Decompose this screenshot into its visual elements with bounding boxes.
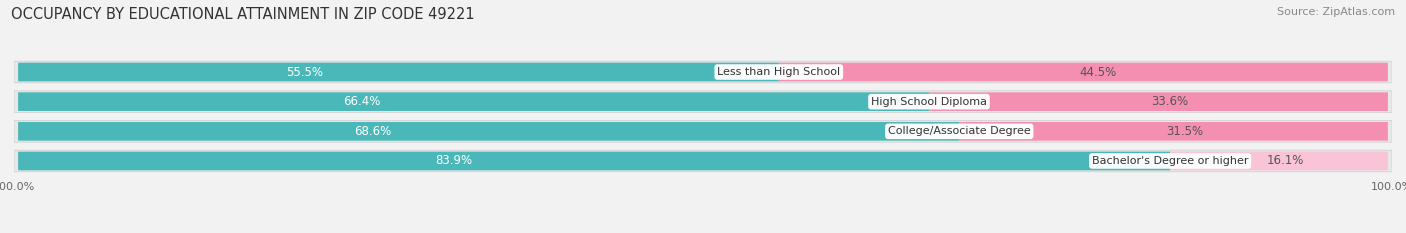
FancyBboxPatch shape	[18, 63, 779, 81]
Text: College/Associate Degree: College/Associate Degree	[889, 126, 1031, 136]
Text: Bachelor's Degree or higher: Bachelor's Degree or higher	[1092, 156, 1249, 166]
FancyBboxPatch shape	[14, 120, 1392, 142]
FancyBboxPatch shape	[779, 63, 1388, 81]
FancyBboxPatch shape	[1170, 152, 1388, 170]
Text: 100.0%: 100.0%	[1371, 182, 1406, 192]
FancyBboxPatch shape	[14, 61, 1392, 83]
FancyBboxPatch shape	[18, 152, 1170, 170]
Text: 55.5%: 55.5%	[287, 65, 323, 79]
FancyBboxPatch shape	[959, 122, 1388, 141]
FancyBboxPatch shape	[18, 122, 959, 141]
FancyBboxPatch shape	[14, 150, 1392, 172]
Text: 44.5%: 44.5%	[1078, 65, 1116, 79]
FancyBboxPatch shape	[18, 92, 929, 111]
Text: 33.6%: 33.6%	[1152, 95, 1188, 108]
Text: Less than High School: Less than High School	[717, 67, 841, 77]
FancyBboxPatch shape	[929, 92, 1388, 111]
Text: 68.6%: 68.6%	[354, 125, 392, 138]
Text: 66.4%: 66.4%	[343, 95, 381, 108]
FancyBboxPatch shape	[14, 91, 1392, 113]
Text: Source: ZipAtlas.com: Source: ZipAtlas.com	[1277, 7, 1395, 17]
Text: High School Diploma: High School Diploma	[870, 97, 987, 107]
Text: 16.1%: 16.1%	[1267, 154, 1305, 168]
Text: OCCUPANCY BY EDUCATIONAL ATTAINMENT IN ZIP CODE 49221: OCCUPANCY BY EDUCATIONAL ATTAINMENT IN Z…	[11, 7, 475, 22]
Text: 31.5%: 31.5%	[1167, 125, 1204, 138]
Text: 83.9%: 83.9%	[434, 154, 472, 168]
Text: 100.0%: 100.0%	[0, 182, 35, 192]
